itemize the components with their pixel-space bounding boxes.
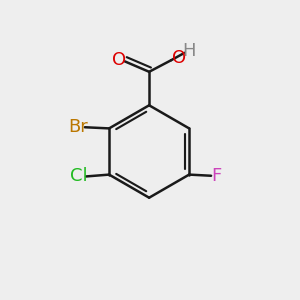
Text: O: O xyxy=(112,51,126,69)
Text: O: O xyxy=(172,49,186,67)
Text: Cl: Cl xyxy=(70,167,87,185)
Text: F: F xyxy=(211,167,221,185)
Text: Br: Br xyxy=(68,118,88,136)
Text: H: H xyxy=(182,42,195,60)
